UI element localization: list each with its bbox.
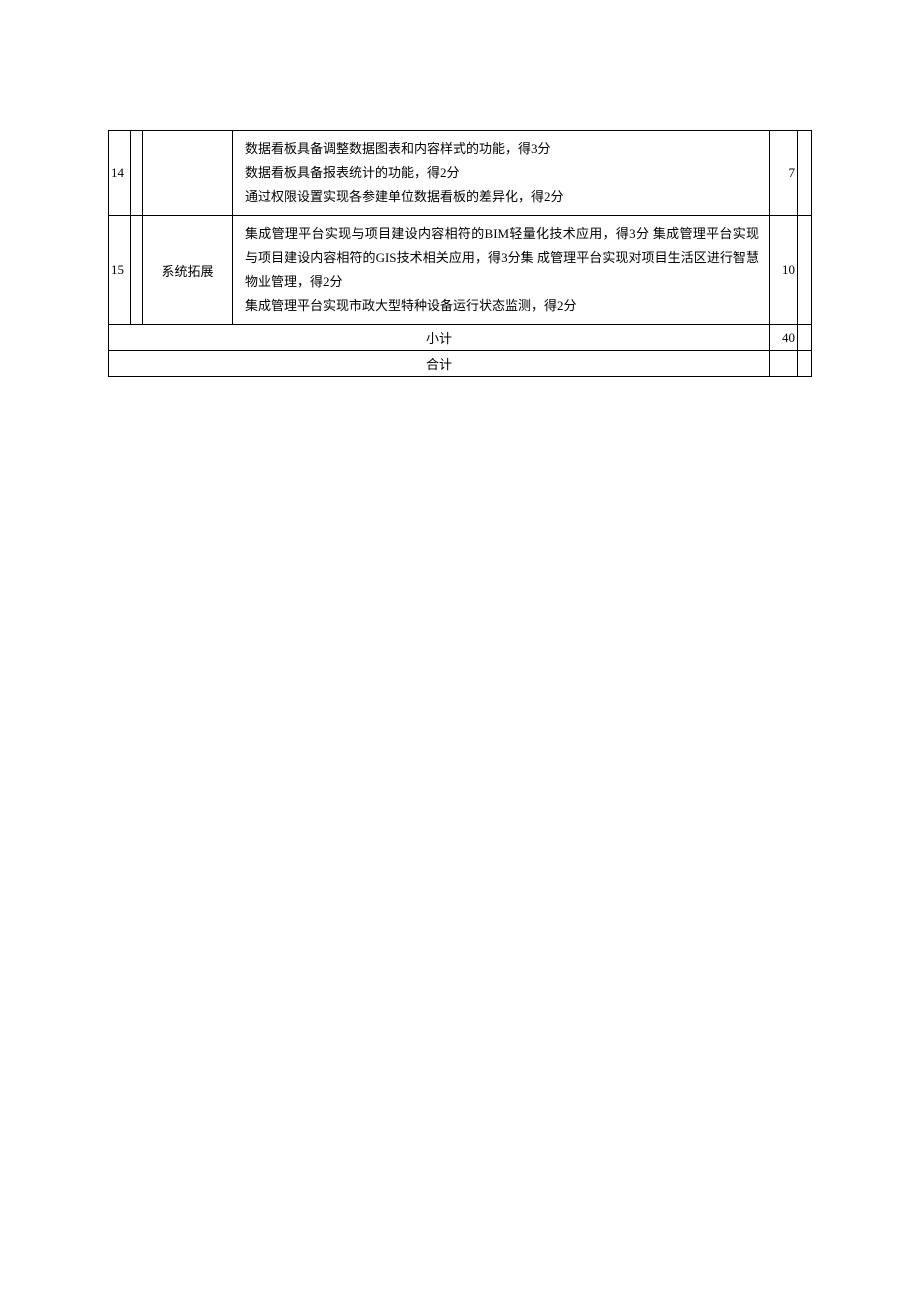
score-cell: 7 xyxy=(770,131,798,216)
desc-line: 数据看板具备报表统计的功能，得2分 xyxy=(245,161,759,185)
empty-cell xyxy=(131,216,143,325)
category-cell: 系统拓展 xyxy=(143,216,233,325)
total-label: 合计 xyxy=(109,351,770,377)
desc-line: 集成管理平台实现与项目建设内容相符的BIM轻量化技术应用，得3分 集成管理平台实… xyxy=(245,222,759,294)
empty-cell xyxy=(798,216,812,325)
description-cell: 集成管理平台实现与项目建设内容相符的BIM轻量化技术应用，得3分 集成管理平台实… xyxy=(233,216,770,325)
empty-cell xyxy=(798,351,812,377)
table-row: 15 系统拓展 集成管理平台实现与项目建设内容相符的BIM轻量化技术应用，得3分… xyxy=(109,216,812,325)
scoring-table: 14 数据看板具备调整数据图表和内容样式的功能，得3分 数据看板具备报表统计的功… xyxy=(108,130,812,377)
desc-line: 数据看板具备调整数据图表和内容样式的功能，得3分 xyxy=(245,137,759,161)
empty-cell xyxy=(131,131,143,216)
total-row: 合计 xyxy=(109,351,812,377)
total-value xyxy=(770,351,798,377)
desc-line: 集成管理平台实现市政大型特种设备运行状态监测，得2分 xyxy=(245,294,759,318)
table-row: 14 数据看板具备调整数据图表和内容样式的功能，得3分 数据看板具备报表统计的功… xyxy=(109,131,812,216)
empty-cell xyxy=(798,131,812,216)
empty-cell xyxy=(798,325,812,351)
subtotal-row: 小计 40 xyxy=(109,325,812,351)
description-cell: 数据看板具备调整数据图表和内容样式的功能，得3分 数据看板具备报表统计的功能，得… xyxy=(233,131,770,216)
desc-line: 通过权限设置实现各参建单位数据看板的差异化，得2分 xyxy=(245,185,759,209)
document-page: 14 数据看板具备调整数据图表和内容样式的功能，得3分 数据看板具备报表统计的功… xyxy=(0,0,920,377)
row-number: 15 xyxy=(109,216,131,325)
score-cell: 10 xyxy=(770,216,798,325)
subtotal-label: 小计 xyxy=(109,325,770,351)
subtotal-value: 40 xyxy=(770,325,798,351)
category-cell xyxy=(143,131,233,216)
row-number: 14 xyxy=(109,131,131,216)
